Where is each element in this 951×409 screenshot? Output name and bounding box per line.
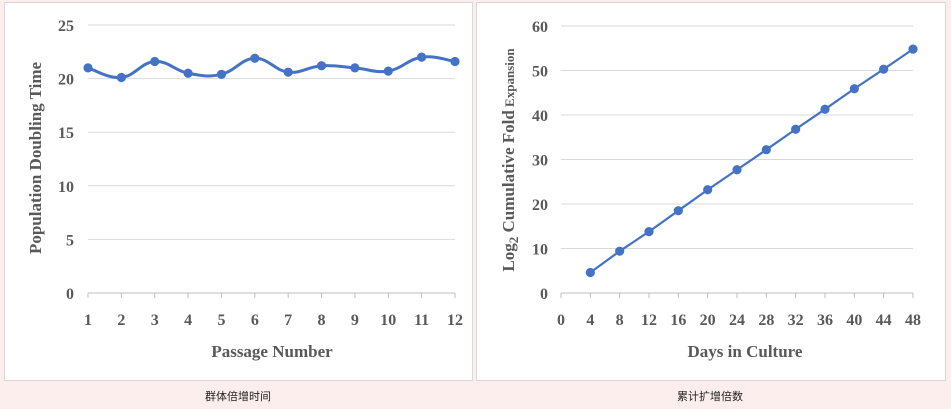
right-x-tick-label: 16 — [670, 312, 686, 329]
fold-expansion-point — [585, 267, 595, 278]
left-x-tick-labels: 1 2 3 4 5 6 7 8 9 10 11 12 — [84, 312, 463, 329]
left-y-tick-label: 10 — [58, 179, 74, 196]
right-y-title-subscript: 2 — [506, 237, 521, 244]
left-x-tick-label: 2 — [117, 312, 125, 329]
left-y-tick-labels: 0 5 10 15 20 25 — [58, 18, 74, 303]
right-y-tick-label: 0 — [540, 286, 548, 303]
right-x-tick-label: 24 — [729, 312, 745, 329]
doubling-time-point — [183, 68, 193, 78]
right-x-tick-label: 40 — [846, 312, 862, 329]
right-y-tick-label: 30 — [532, 153, 548, 170]
right-y-tick-label: 40 — [532, 108, 548, 125]
left-x-tick-label: 9 — [351, 312, 359, 329]
doubling-time-point — [316, 61, 327, 71]
fold-expansion-series-line — [589, 48, 914, 274]
right-x-tick-label: 36 — [817, 312, 833, 329]
left-x-tick-label: 6 — [251, 312, 259, 329]
fold-expansion-point — [644, 226, 654, 237]
right-y-tick-label: 20 — [532, 197, 548, 214]
left-caption: 群体倍增时间 — [205, 390, 271, 403]
doubling-time-point — [216, 69, 227, 79]
left-x-tick-label: 5 — [217, 312, 225, 329]
right-x-tick-labels: 0 4 8 12 16 20 24 28 32 36 40 44 48 — [557, 312, 921, 329]
right-y-title-main: Cumulative Fold — [499, 110, 518, 237]
fold-expansion-point — [703, 185, 713, 195]
left-x-tick-label: 12 — [447, 312, 463, 329]
left-y-axis-title: Population Doubling Time — [26, 62, 45, 255]
fold-expansion-point — [791, 124, 801, 134]
doubling-time-point — [283, 67, 293, 77]
doubling-time-point — [383, 66, 393, 76]
right-y-axis-title: Log2 Cumulative Fold Expansion — [499, 48, 521, 272]
fold-expansion-point — [879, 64, 889, 74]
right-x-tick-label: 12 — [641, 312, 657, 329]
right-x-tick-label: 4 — [586, 312, 594, 329]
right-axes — [560, 292, 914, 298]
fold-expansion-point — [673, 206, 683, 216]
right-y-tick-label: 60 — [532, 19, 548, 36]
fold-expansion-point — [615, 246, 625, 256]
left-x-tick-label: 11 — [414, 312, 429, 329]
doubling-time-point — [150, 56, 160, 67]
right-x-tick-label: 48 — [905, 312, 921, 329]
left-grid — [88, 24, 455, 240]
right-grid — [561, 25, 913, 249]
left-y-tick-label: 0 — [66, 286, 74, 303]
fold-expansion-point — [732, 165, 742, 175]
doubling-time-point — [417, 52, 427, 62]
doubling-time-point — [83, 63, 93, 73]
left-x-axis-title: Passage Number — [211, 342, 333, 361]
fold-expansion-point — [820, 104, 830, 114]
right-y-tick-label: 50 — [532, 64, 548, 81]
left-x-tick-label: 3 — [151, 312, 159, 329]
right-x-tick-label: 28 — [758, 312, 774, 329]
fold-expansion-point — [849, 84, 859, 94]
right-y-title-tail: Expansion — [502, 48, 517, 111]
left-y-tick-label: 5 — [66, 232, 74, 249]
left-x-tick-label: 8 — [318, 312, 326, 329]
right-x-axis-title: Days in Culture — [688, 342, 803, 361]
left-y-tick-label: 15 — [58, 125, 74, 142]
left-y-tick-label: 20 — [58, 72, 74, 89]
doubling-time-point — [250, 53, 260, 63]
left-x-tick-label: 10 — [380, 312, 396, 329]
right-x-tick-label: 0 — [557, 312, 565, 329]
right-x-tick-label: 8 — [616, 312, 624, 329]
right-y-title-log: Log — [499, 243, 518, 272]
left-y-tick-label: 25 — [58, 18, 74, 35]
left-x-tick-label: 7 — [284, 312, 292, 329]
right-caption: 累计扩增倍数 — [677, 390, 743, 403]
right-y-tick-label: 10 — [532, 242, 548, 259]
left-x-tick-label: 1 — [84, 312, 92, 329]
doubling-time-point — [450, 56, 460, 67]
fold-expansion-point — [761, 145, 771, 155]
doubling-time-point — [116, 72, 126, 83]
right-y-tick-labels: 0 10 20 30 40 50 60 — [532, 19, 548, 303]
doubling-time-points — [83, 52, 460, 83]
fold-expansion-point — [908, 44, 918, 54]
fold-expansion-points — [585, 44, 918, 278]
doubling-time-point — [350, 63, 360, 73]
right-x-tick-label: 20 — [700, 312, 716, 329]
left-x-tick-label: 4 — [184, 312, 192, 329]
right-x-tick-label: 44 — [876, 312, 892, 329]
right-x-tick-label: 32 — [788, 312, 804, 329]
left-axes — [87, 292, 456, 298]
